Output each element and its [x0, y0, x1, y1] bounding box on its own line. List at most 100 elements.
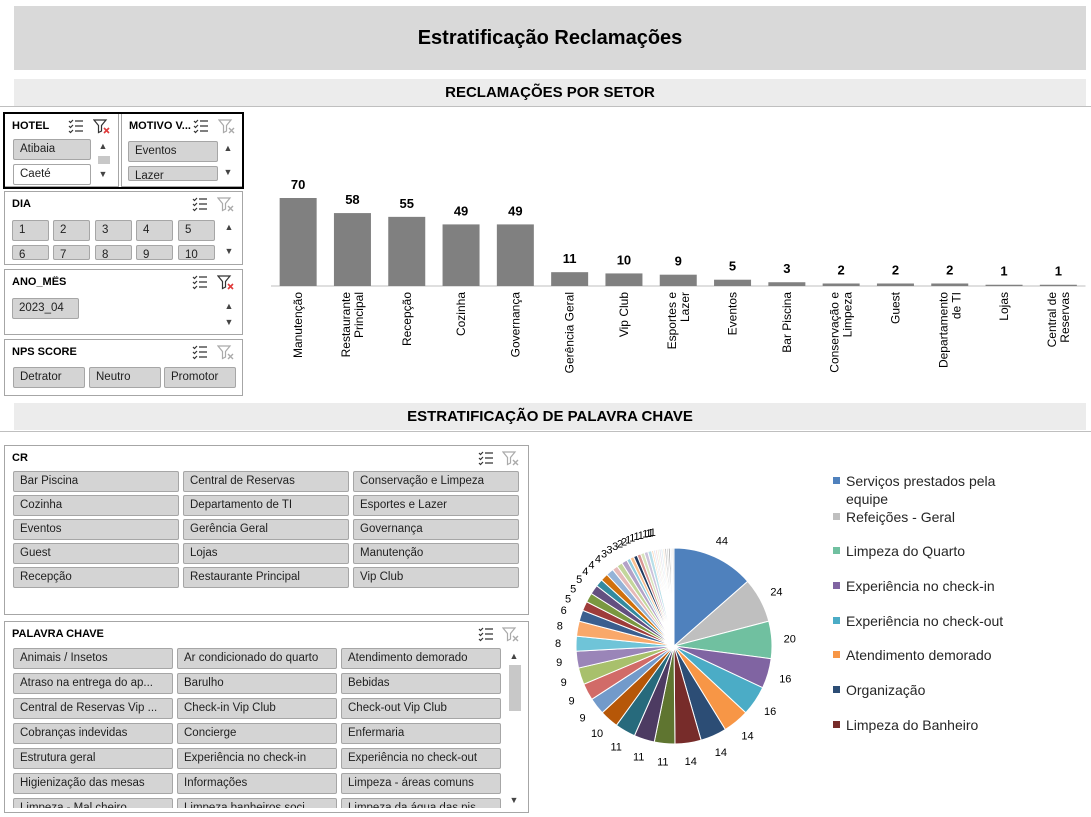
slicer-item-eventos[interactable]: Eventos	[128, 141, 218, 162]
slicer-cr[interactable]: CR Bar Piscina Central de Reservas Conserv…	[4, 445, 529, 615]
slicer-scrollbar[interactable]: ▲ ▼	[222, 298, 236, 330]
bar-data-label: 5	[729, 259, 736, 274]
palavra-chave-slicer-item[interactable]: Informações	[177, 773, 337, 794]
slicer-item-day[interactable]: 4	[136, 220, 173, 241]
chevron-down-icon[interactable]: ▼	[98, 169, 108, 179]
cr-slicer-item[interactable]: Gerência Geral	[183, 519, 349, 540]
divider	[0, 106, 1091, 107]
chevron-up-icon[interactable]: ▲	[98, 141, 108, 151]
clear-filter-icon[interactable]	[218, 118, 236, 134]
cr-slicer-item[interactable]: Conservação e Limpeza	[353, 471, 519, 492]
palavra-chave-slicer-item[interactable]: Limpeza - Mal cheiro	[13, 798, 173, 808]
slicer-item-day[interactable]: 9	[136, 245, 173, 260]
palavra-chave-slicer-item[interactable]: Higienização das mesas	[13, 773, 173, 794]
chevron-up-icon[interactable]: ▲	[223, 143, 233, 153]
chevron-up-icon[interactable]: ▲	[224, 222, 234, 232]
multi-select-icon[interactable]	[191, 274, 209, 290]
palavra-chave-slicer-item[interactable]: Limpeza banheiros soci...	[177, 798, 337, 808]
cr-slicer-item[interactable]: Bar Piscina	[13, 471, 179, 492]
palavra-chave-slicer-item[interactable]: Atraso na entrega do ap...	[13, 673, 173, 694]
slicer-item-day[interactable]: 7	[53, 245, 90, 260]
cr-slicer-item[interactable]: Central de Reservas	[183, 471, 349, 492]
clear-filter-icon[interactable]	[502, 450, 520, 466]
palavra-chave-slicer-item[interactable]: Limpeza - áreas comuns	[341, 773, 501, 794]
scroll-thumb[interactable]	[98, 156, 110, 164]
scroll-thumb[interactable]	[509, 665, 521, 711]
palavra-chave-slicer-item[interactable]: Check-in Vip Club	[177, 698, 337, 719]
clear-filter-icon[interactable]	[93, 118, 111, 134]
chevron-down-icon[interactable]: ▼	[224, 246, 234, 256]
slicer-item-caete[interactable]: Caeté	[13, 164, 91, 185]
multi-select-icon[interactable]	[67, 118, 85, 134]
slicer-item-2023-04[interactable]: 2023_04	[12, 298, 79, 319]
multi-select-icon[interactable]	[191, 344, 209, 360]
slicer-hotel[interactable]: HOTEL Atibaia Caeté ▲ ▼	[4, 113, 119, 187]
slicer-item-neutro[interactable]: Neutro	[89, 367, 161, 388]
multi-select-icon[interactable]	[192, 118, 210, 134]
slicer-item-day[interactable]: 10	[178, 245, 215, 260]
cr-slicer-item[interactable]: Recepção	[13, 567, 179, 588]
slicer-item-day[interactable]: 8	[95, 245, 132, 260]
palavra-chave-slicer-item[interactable]: Limpeza da água das pis...	[341, 798, 501, 808]
slicer-dia[interactable]: DIA 1 2 3 4 5 6 7 8 9 10 ▲ ▼	[4, 191, 243, 265]
cr-slicer-item[interactable]: Lojas	[183, 543, 349, 564]
bar	[496, 224, 534, 286]
cr-slicer-item[interactable]: Cozinha	[13, 495, 179, 516]
slicer-palavra-chave[interactable]: PALAVRA CHAVE Animais / Insetos Ar condic…	[4, 621, 529, 813]
clear-filter-icon[interactable]	[217, 196, 235, 212]
chevron-up-icon[interactable]: ▲	[509, 651, 519, 661]
cr-slicer-item[interactable]: Guest	[13, 543, 179, 564]
pie-data-label: 6	[561, 605, 567, 617]
slicer-item-detrator[interactable]: Detrator	[13, 367, 85, 388]
slicer-item-day[interactable]: 6	[12, 245, 49, 260]
palavra-chave-slicer-item[interactable]: Bebidas	[341, 673, 501, 694]
slicer-item-day[interactable]: 2	[53, 220, 90, 241]
palavra-chave-slicer-item[interactable]: Check-out Vip Club	[341, 698, 501, 719]
multi-select-icon[interactable]	[191, 196, 209, 212]
clear-filter-icon[interactable]	[502, 626, 520, 642]
slicer-item-promotor[interactable]: Promotor	[164, 367, 236, 388]
slicer-nps-score[interactable]: NPS SCORE Detrator Neutro Promotor	[4, 339, 243, 396]
slicer-item-day[interactable]: 3	[95, 220, 132, 241]
slicer-item-day[interactable]: 5	[178, 220, 215, 241]
slicer-item-lazer[interactable]: Lazer	[128, 166, 218, 181]
chevron-down-icon[interactable]: ▼	[509, 795, 519, 805]
multi-select-icon[interactable]	[477, 450, 495, 466]
cr-slicer-item[interactable]: Governança	[353, 519, 519, 540]
cr-slicer-item[interactable]: Departamento de TI	[183, 495, 349, 516]
pie-data-label: 14	[685, 756, 697, 768]
palavra-chave-slicer-item[interactable]: Barulho	[177, 673, 337, 694]
palavra-chave-slicer-item[interactable]: Central de Reservas Vip ...	[13, 698, 173, 719]
slicer-scrollbar[interactable]: ▲ ▼	[222, 219, 236, 261]
palavra-chave-slicer-item[interactable]: Estrutura geral	[13, 748, 173, 769]
palavra-chave-slicer-item[interactable]: Experiência no check-out	[341, 748, 501, 769]
palavra-chave-slicer-item[interactable]: Animais / Insetos	[13, 648, 173, 669]
chevron-up-icon[interactable]: ▲	[224, 301, 234, 311]
legend-swatch	[833, 582, 840, 589]
slicer-scrollbar[interactable]: ▲ ▼	[96, 138, 110, 184]
cr-slicer-item[interactable]: Restaurante Principal	[183, 567, 349, 588]
palavra-chave-slicer-item[interactable]: Atendimento demorado	[341, 648, 501, 669]
clear-filter-icon[interactable]	[217, 344, 235, 360]
slicer-motivo[interactable]: MOTIVO V... Eventos Lazer ▲ ▼	[121, 113, 243, 187]
clear-filter-icon[interactable]	[217, 274, 235, 290]
slicer-ano-mes[interactable]: ANO_MÊS 2023_04 ▲ ▼	[4, 269, 243, 335]
cr-slicer-item[interactable]: Manutenção	[353, 543, 519, 564]
chevron-down-icon[interactable]: ▼	[223, 167, 233, 177]
bar	[876, 283, 914, 286]
palavra-chave-slicer-item[interactable]: Ar condicionado do quarto	[177, 648, 337, 669]
palavra-chave-slicer-item[interactable]: Concierge	[177, 723, 337, 744]
palavra-chave-slicer-item[interactable]: Experiência no check-in	[177, 748, 337, 769]
slicer-item-day[interactable]: 1	[12, 220, 49, 241]
chevron-down-icon[interactable]: ▼	[224, 317, 234, 327]
slicer-scrollbar[interactable]: ▲ ▼	[507, 648, 521, 810]
multi-select-icon[interactable]	[477, 626, 495, 642]
cr-slicer-item[interactable]: Vip Club	[353, 567, 519, 588]
cr-slicer-item[interactable]: Esportes e Lazer	[353, 495, 519, 516]
slicer-item-atibaia[interactable]: Atibaia	[13, 139, 91, 160]
cr-slicer-item[interactable]: Eventos	[13, 519, 179, 540]
pie-data-label: 9	[561, 677, 567, 689]
slicer-scrollbar[interactable]: ▲ ▼	[221, 140, 235, 182]
palavra-chave-slicer-item[interactable]: Enfermaria	[341, 723, 501, 744]
palavra-chave-slicer-item[interactable]: Cobranças indevidas	[13, 723, 173, 744]
